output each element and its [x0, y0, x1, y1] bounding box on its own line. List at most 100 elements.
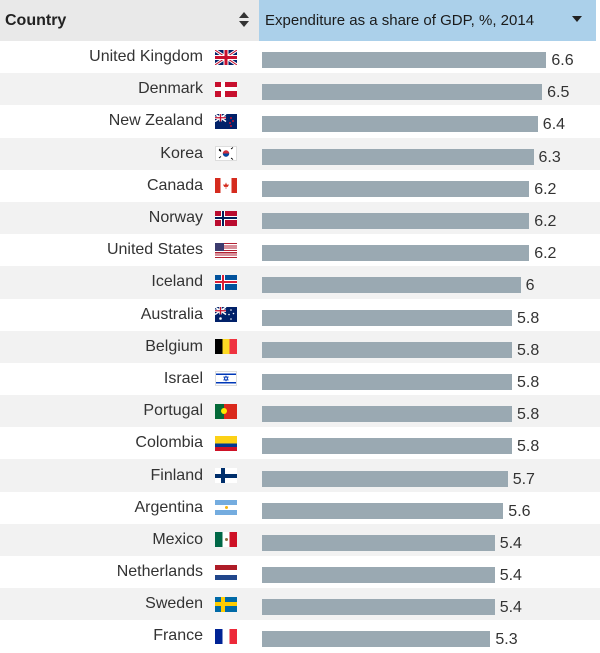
bar-cell: 5.8: [259, 331, 600, 363]
bar: [262, 84, 543, 101]
table-row: United States 6.2: [0, 234, 600, 266]
bar: [262, 309, 512, 326]
metric-header-label: Expenditure as a share of GDP, %, 2014: [265, 12, 535, 29]
table-row: Canada 6.2: [0, 170, 600, 202]
mexico-flag-icon: [215, 532, 237, 548]
table-row: Portugal 5.8: [0, 395, 600, 428]
table-row: Sweden 5.4: [0, 588, 600, 621]
iceland-flag-icon: [215, 274, 237, 290]
bar: [262, 631, 491, 648]
chevron-down-icon[interactable]: [572, 16, 582, 22]
bar-cell: 5.8: [259, 427, 600, 459]
country-cell: Argentina: [0, 499, 259, 517]
country-name: United States: [106, 241, 203, 259]
country-name: Sweden: [145, 595, 203, 613]
country-cell: United States: [0, 241, 259, 259]
bar-cell: 5.8: [259, 395, 600, 427]
bar-cell: 6.2: [259, 202, 600, 234]
bar-cell: 5.6: [259, 492, 600, 524]
country-cell: United Kingdom: [0, 48, 259, 66]
table-row: Israel 5.8: [0, 363, 600, 395]
australia-flag-icon: [215, 307, 237, 323]
bar-value-label: 5.8: [517, 341, 540, 359]
france-flag-icon: [215, 628, 237, 644]
bar-cell: 6.2: [259, 170, 600, 202]
bar-value-label: 5.4: [499, 534, 522, 552]
korea-flag-icon: [215, 146, 237, 162]
country-cell: Belgium: [0, 338, 259, 356]
country-cell: Mexico: [0, 531, 259, 549]
country-name: Netherlands: [116, 563, 203, 581]
sort-icon[interactable]: [239, 12, 249, 28]
country-cell: Iceland: [0, 273, 259, 291]
sweden-flag-icon: [215, 596, 237, 612]
country-name: Mexico: [152, 530, 203, 548]
table-header: Country Expenditure as a share of GDP, %…: [0, 0, 600, 41]
bar-value-label: 5.8: [517, 406, 540, 424]
country-cell: Denmark: [0, 80, 259, 98]
bar-cell: 5.7: [259, 459, 600, 491]
country-name: Israel: [163, 369, 203, 387]
bar: [262, 180, 530, 197]
country-name: Colombia: [135, 434, 203, 452]
netherlands-flag-icon: [215, 564, 237, 580]
country-cell: Korea: [0, 145, 259, 163]
country-name: Belgium: [145, 337, 203, 355]
bar: [262, 406, 512, 423]
bar-value-label: 5.8: [517, 438, 540, 456]
country-cell: Norway: [0, 209, 259, 227]
country-name: Denmark: [138, 80, 203, 98]
country-cell: Finland: [0, 467, 259, 485]
finland-flag-icon: [215, 468, 237, 484]
bar: [262, 599, 495, 616]
country-name: Norway: [148, 209, 203, 227]
country-cell: Netherlands: [0, 563, 259, 581]
bar-value-label: 6.4: [542, 116, 566, 134]
table-body: United Kingdom 6.6 Denmark 6.5 New Zealand 6.…: [0, 41, 600, 653]
bar-cell: 6.4: [259, 105, 600, 137]
belgium-flag-icon: [215, 339, 237, 355]
bar-value-label: 6.2: [534, 245, 557, 263]
bar-cell: 5.8: [259, 363, 600, 395]
country-name: New Zealand: [108, 112, 203, 130]
country-name: Argentina: [134, 498, 204, 516]
country-cell: France: [0, 627, 259, 645]
table-row: Colombia 5.8: [0, 427, 600, 459]
country-column-header[interactable]: Country: [0, 0, 259, 41]
table-row: Argentina 5.6: [0, 492, 600, 524]
country-header-label: Country: [5, 11, 67, 29]
bar: [262, 213, 530, 230]
norway-flag-icon: [215, 210, 237, 226]
country-name: Canada: [146, 176, 203, 194]
table-row: Netherlands 5.4: [0, 556, 600, 588]
country-name: Korea: [160, 144, 203, 162]
bar-cell: 5.4: [259, 524, 600, 556]
bar-value-label: 6.3: [538, 148, 561, 166]
bar: [262, 567, 495, 584]
denmark-flag-icon: [215, 81, 237, 97]
table-row: Mexico 5.4: [0, 523, 600, 556]
bar-value-label: 6.6: [551, 52, 574, 70]
bar: [262, 373, 512, 390]
usa-flag-icon: [215, 242, 237, 258]
table-row: France 5.3: [0, 620, 600, 652]
country-name: Australia: [140, 305, 203, 323]
portugal-flag-icon: [215, 403, 237, 419]
bar-value-label: 6: [525, 277, 535, 295]
bar: [262, 148, 534, 165]
israel-flag-icon: [215, 371, 237, 387]
table-row: New Zealand 6.4: [0, 105, 600, 137]
bar: [262, 470, 508, 487]
bar-value-label: 6.5: [547, 84, 570, 102]
table-row: Belgium 5.8: [0, 330, 600, 363]
country-cell: Australia: [0, 306, 259, 324]
country-name: Finland: [150, 466, 203, 484]
country-cell: New Zealand: [0, 112, 259, 130]
bar-cell: 6.3: [259, 138, 600, 170]
table-row: Norway 6.2: [0, 201, 600, 235]
bar-value-label: 5.3: [495, 631, 518, 649]
metric-column-header[interactable]: Expenditure as a share of GDP, %, 2014: [259, 0, 596, 41]
bar: [262, 534, 495, 551]
bar-value-label: 5.8: [517, 373, 540, 391]
